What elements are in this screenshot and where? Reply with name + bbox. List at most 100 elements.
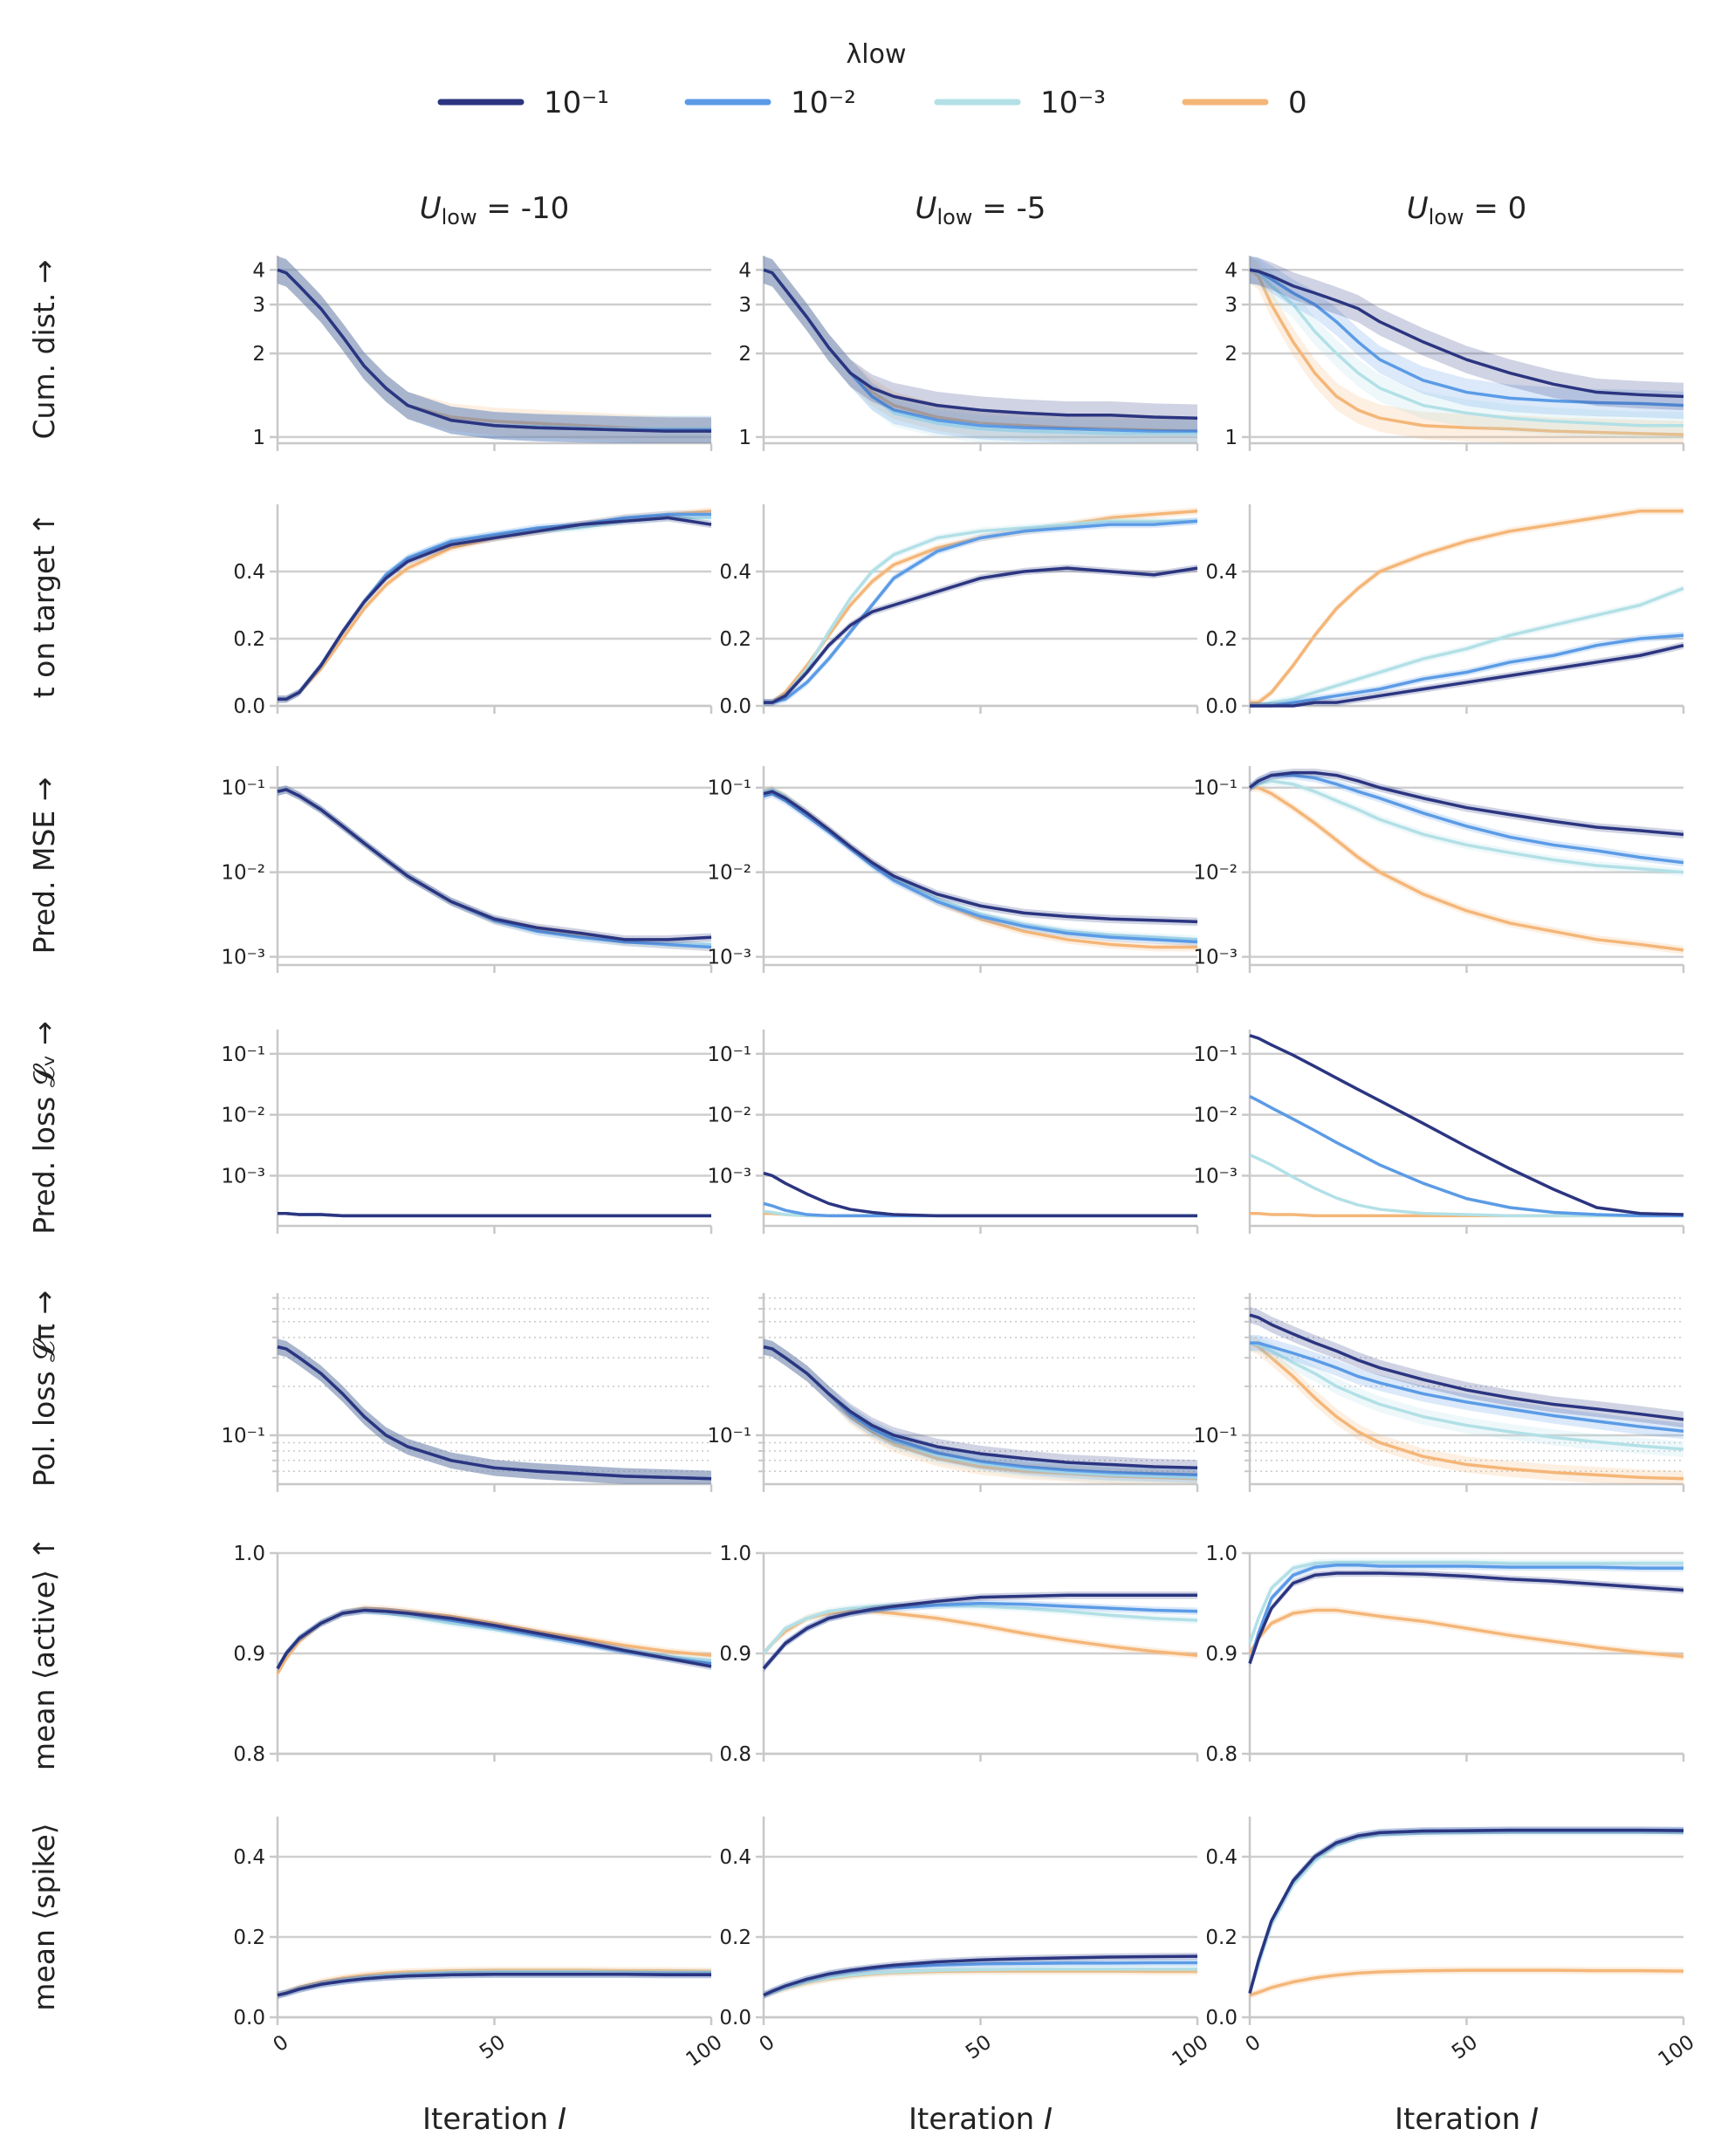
row-labels: Cum. dist. → t on target ↑ Pred. MSE → Pred… <box>27 260 61 2011</box>
y-tick-label: 1.0 <box>719 1543 751 1565</box>
y-tick-label: 3 <box>252 294 265 317</box>
panel: 10⁻¹ 10⁻² 10⁻³ <box>1193 766 1685 973</box>
confidence-band <box>764 789 1197 947</box>
legend-entry: 10⁻³ <box>934 86 1106 120</box>
series-line <box>763 1201 1197 1218</box>
series-line <box>278 1211 711 1218</box>
series-line <box>1249 1034 1684 1216</box>
series-line <box>278 516 712 702</box>
confidence-band <box>278 1338 711 1484</box>
y-tick-label: 0.2 <box>719 628 751 651</box>
confidence-band <box>278 256 711 443</box>
column-title: Ulow = -10 <box>420 191 570 229</box>
x-tick-label: 100 <box>682 2031 727 2071</box>
legend-entry: 10⁻¹ <box>437 86 609 120</box>
series-line <box>1249 1095 1683 1218</box>
y-tick-label: 3 <box>738 294 751 317</box>
y-tick-label: 10⁻³ <box>707 947 751 969</box>
panel: 10⁻¹ 10⁻² 10⁻³ <box>221 766 713 973</box>
panel: 10⁻¹ 10⁻² 10⁻³ <box>221 1030 713 1234</box>
series-line <box>764 519 1198 704</box>
y-tick-label: 1.0 <box>1205 1543 1238 1565</box>
series-line <box>1249 1341 1684 1481</box>
y-tick-label: 0.2 <box>1205 1927 1238 1949</box>
y-tick-label: 0.9 <box>233 1643 265 1666</box>
series-line <box>277 1345 712 1481</box>
y-tick-label: 0.8 <box>719 1743 751 1766</box>
row-label: Pred. loss 𝓛ᵥ → <box>27 1021 61 1235</box>
y-tick-label: 10⁻¹ <box>221 1044 265 1066</box>
y-tick-label: 1 <box>738 427 751 449</box>
panel: 0.4 0.2 0.00 50 100 <box>719 1817 1212 2071</box>
series-line <box>277 268 712 433</box>
confidence-band <box>764 1338 1197 1476</box>
series-line <box>1250 509 1683 704</box>
series-line <box>763 1954 1198 1997</box>
confidence-band <box>1250 1967 1683 1999</box>
confidence-band <box>764 1952 1197 1999</box>
y-tick-label: 0.0 <box>233 2007 265 2029</box>
legend-label: 10⁻² <box>791 86 856 120</box>
series-line <box>763 1345 1198 1470</box>
y-tick-label: 2 <box>252 343 265 366</box>
confidence-band <box>278 1338 711 1484</box>
y-tick-label: 10⁻³ <box>1193 947 1238 969</box>
panel: 4 3 2 1 <box>738 256 1199 451</box>
y-tick-label: 10⁻² <box>1193 862 1238 885</box>
y-tick-label: 1 <box>252 427 265 449</box>
y-tick-label: 10⁻³ <box>707 1165 751 1188</box>
legend-label: 0 <box>1288 86 1307 120</box>
y-tick-label: 0.4 <box>719 1846 751 1869</box>
y-tick-label: 2 <box>738 343 751 366</box>
series-line <box>1249 1313 1684 1421</box>
confidence-band <box>1250 1606 1683 1660</box>
confidence-band <box>1250 1334 1683 1440</box>
series-line <box>277 1345 712 1481</box>
panel: 1.0 0.9 0.8 <box>233 1543 713 1766</box>
series-line <box>1250 1341 1684 1433</box>
confidence-band <box>278 785 711 952</box>
y-tick-label: 10⁻² <box>1193 1105 1238 1127</box>
confidence-band <box>278 514 711 703</box>
series-line <box>764 566 1198 704</box>
confidence-band <box>764 517 1197 706</box>
series-line <box>277 1968 712 1997</box>
panel: 0.4 0.2 0.00 50 100 <box>1205 1817 1698 2071</box>
series-line <box>276 1608 712 1670</box>
series-line <box>1249 268 1684 407</box>
series-line <box>762 1593 1197 1670</box>
series-line <box>763 790 1198 924</box>
y-tick-label: 10⁻³ <box>221 947 265 969</box>
row-label: mean ⟨active⟩ ↑ <box>27 1537 61 1770</box>
y-tick-label: 10⁻¹ <box>1193 1425 1238 1448</box>
y-tick-label: 10⁻² <box>221 1105 265 1127</box>
confidence-band <box>278 1338 711 1484</box>
series-line <box>763 1171 1197 1218</box>
series-line <box>763 1968 1197 1997</box>
series-line <box>277 788 712 941</box>
panel: 4 3 2 1 <box>252 256 713 451</box>
y-tick-label: 10⁻² <box>707 862 751 885</box>
y-tick-label: 4 <box>738 259 751 282</box>
confidence-band <box>764 1591 1197 1673</box>
series-line <box>1248 1564 1683 1664</box>
y-tick-label: 1 <box>1224 427 1238 449</box>
x-tick-label: 0 <box>756 2031 779 2057</box>
series-line <box>1250 643 1684 708</box>
confidence-band <box>1250 768 1683 839</box>
y-tick-label: 0.8 <box>1205 1743 1238 1766</box>
confidence-band <box>278 785 711 952</box>
series-line <box>1248 268 1684 436</box>
y-tick-label: 4 <box>1224 259 1238 282</box>
x-tick-label: 100 <box>1655 2031 1699 2071</box>
y-tick-label: 0.2 <box>233 1927 265 1949</box>
series-line <box>1248 1571 1684 1665</box>
y-tick-label: 0.0 <box>719 695 751 718</box>
series-line <box>1249 268 1683 428</box>
y-tick-label: 10⁻¹ <box>1193 1044 1238 1066</box>
confidence-band <box>1250 256 1683 440</box>
confidence-band <box>278 1606 711 1673</box>
y-tick-label: 0.4 <box>233 561 265 584</box>
confidence-band <box>764 1599 1197 1673</box>
y-tick-label: 10⁻² <box>707 1105 751 1127</box>
